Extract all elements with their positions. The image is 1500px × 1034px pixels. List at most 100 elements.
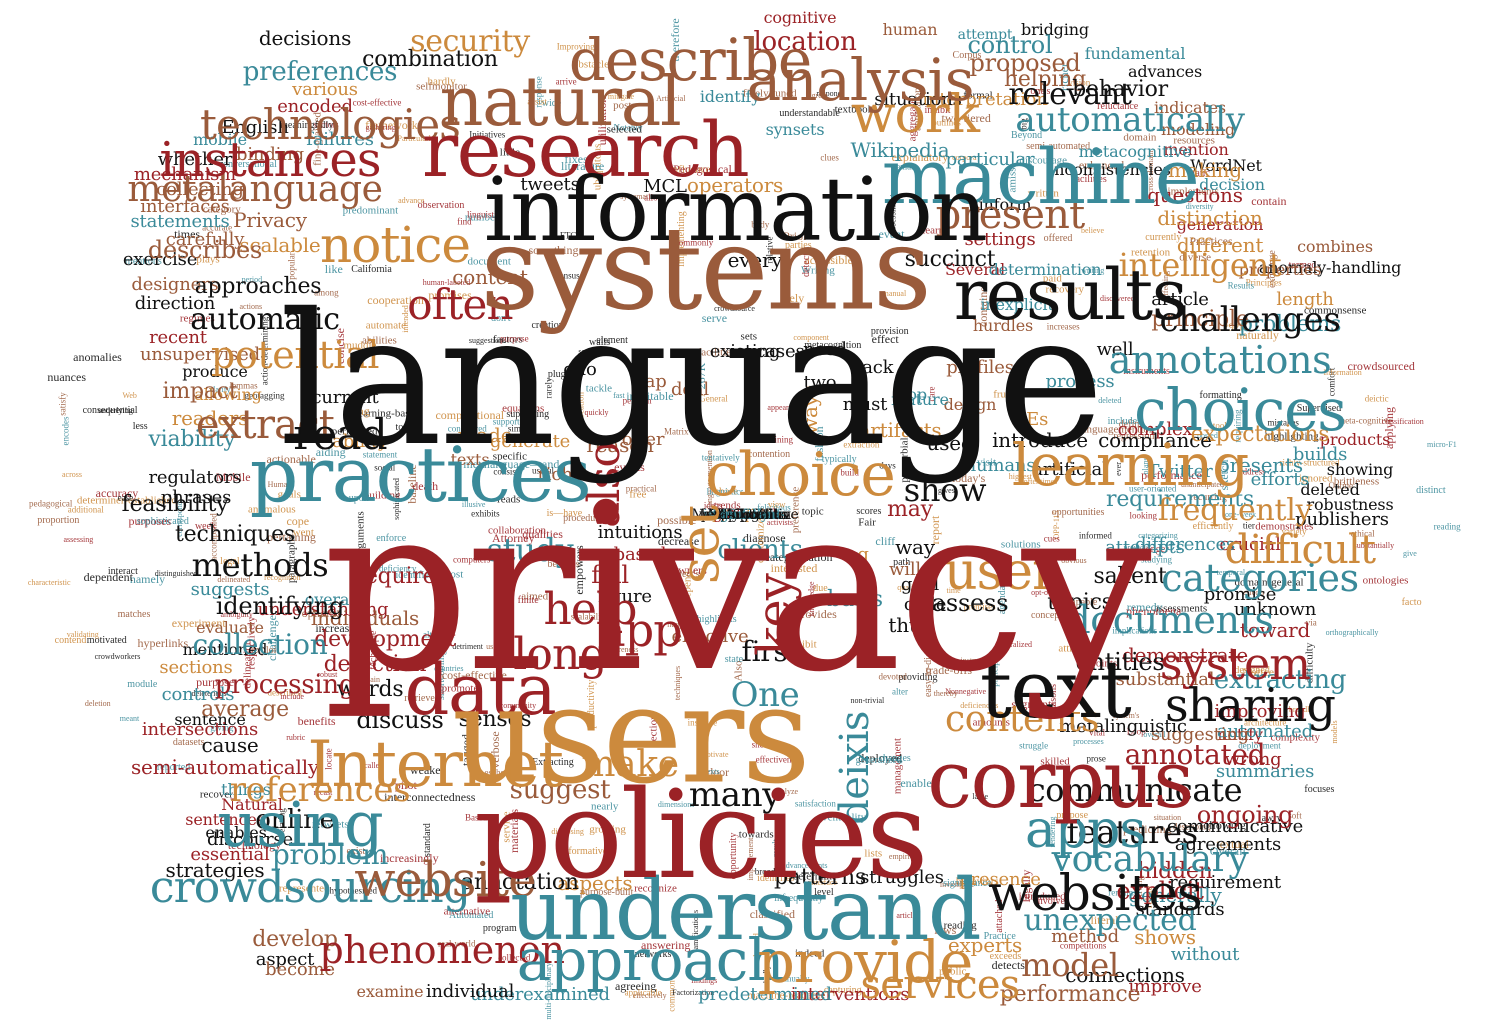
- cloud-small-word: diversity: [1185, 201, 1214, 211]
- cloud-small-word: dependent: [83, 570, 133, 585]
- cloud-word: attempts: [1105, 537, 1185, 558]
- cloud-small-word: recover: [199, 788, 233, 801]
- cloud-small-word: framework: [365, 117, 418, 132]
- cloud-small-word: sectors: [313, 119, 339, 130]
- cloud-word: viability: [148, 427, 236, 452]
- cloud-small-word: Results: [1227, 280, 1255, 291]
- cloud-word: notify: [1217, 725, 1263, 744]
- cloud-small-word: typically: [821, 454, 857, 466]
- cloud-word: presentation: [700, 507, 790, 523]
- cloud-word: instances: [159, 132, 381, 188]
- cloud-word: combines: [1297, 237, 1373, 256]
- cloud-word: MCL: [643, 176, 687, 197]
- cloud-word: senses: [458, 707, 532, 732]
- cloud-small-word: meaningfully: [280, 119, 334, 131]
- cloud-small-word: demonstrates: [1255, 520, 1314, 533]
- cloud-small-word: overall: [1143, 730, 1166, 740]
- cloud-small-word: assessments: [1154, 602, 1208, 615]
- cloud-small-word: systematic: [620, 191, 654, 201]
- cloud-word: attempt: [957, 27, 1013, 43]
- cloud-small-word: ontologies: [1362, 574, 1409, 586]
- cloud-small-word: machine-readable: [747, 989, 826, 1002]
- cloud-small-word: analyze: [773, 786, 799, 796]
- cloud-word: crowdsourcing: [149, 862, 471, 913]
- cloud-word: data: [404, 649, 557, 731]
- cloud-small-word: classified: [749, 907, 796, 921]
- cloud-small-word: vision: [1068, 77, 1091, 88]
- cloud-small-word: public: [938, 965, 967, 978]
- cloud-word: Twitter: [1147, 461, 1213, 482]
- cloud-small-word: cliff: [875, 534, 896, 548]
- cloud-word: show: [903, 471, 987, 509]
- cloud-small-word: lists: [864, 847, 883, 860]
- cloud-word: system: [1159, 639, 1311, 690]
- cloud-small-word: effectiveness: [755, 754, 803, 764]
- cloud-small-word: gives: [937, 485, 955, 495]
- cloud-word: identified: [711, 507, 779, 523]
- cloud-small-word: technology: [227, 838, 282, 853]
- cloud-word: every: [727, 248, 783, 272]
- cloud-word: products: [1319, 430, 1391, 449]
- cloud-word: distinction: [1157, 206, 1263, 230]
- cloud-word: failures: [306, 129, 374, 150]
- cloud-small-word: cooperation: [367, 292, 424, 307]
- cloud-word: interventions: [790, 984, 910, 1005]
- cloud-word: builds: [1292, 444, 1348, 465]
- cloud-word: evaluate: [196, 618, 264, 637]
- cloud-small-word: exceeds: [989, 951, 1022, 963]
- cloud-small-word: serve: [701, 311, 728, 325]
- cloud-word: wrong: [1224, 749, 1282, 770]
- cloud-small-word: sets: [740, 330, 758, 343]
- cloud-small-word: address: [1238, 466, 1266, 477]
- cloud-word: must: [842, 394, 888, 415]
- cloud-word: e.g: [841, 544, 869, 565]
- cloud-small-word: Web: [122, 390, 137, 400]
- cloud-small-word: nudge: [667, 619, 687, 629]
- cloud-word: quo: [563, 359, 597, 380]
- cloud-small-word: reading: [943, 919, 977, 932]
- cloud-word: succinct: [904, 247, 996, 272]
- cloud-word: things: [221, 780, 271, 799]
- cloud-small-word: interface: [809, 878, 837, 888]
- cloud-small-word: quickly: [584, 407, 609, 417]
- cloud-small-word: motivated: [86, 634, 127, 646]
- cloud-word: model: [1021, 946, 1119, 984]
- cloud-small-word: human-labeled: [422, 278, 471, 287]
- cloud-small-word: less: [132, 420, 148, 432]
- cloud-small-word: clarify: [209, 385, 231, 395]
- cloud-word: feasibility: [121, 492, 229, 517]
- cloud-word: phenomenon: [319, 928, 565, 972]
- cloud-small-word: weaker: [409, 763, 445, 778]
- cloud-small-word: exhibit: [786, 638, 817, 651]
- cloud-small-word: time: [946, 585, 961, 595]
- cloud-small-word: involve: [1035, 896, 1065, 908]
- cloud-word: aspects: [557, 871, 633, 895]
- cloud-small-word: walls: [589, 337, 611, 349]
- cloud-word: Natural: [221, 795, 283, 814]
- cloud-word: behavior: [1072, 77, 1168, 102]
- cloud-small-word: eschew: [484, 767, 512, 778]
- cloud-word: toward: [1239, 618, 1311, 642]
- cloud-small-word: tackle: [585, 382, 613, 395]
- cloud-word: found: [725, 507, 765, 523]
- cloud-word: readers: [171, 406, 249, 430]
- cloud-small-word: path: [893, 557, 911, 569]
- cloud-small-word: highlights: [696, 613, 737, 625]
- cloud-small-word: disclosing: [551, 826, 584, 836]
- cloud-small-word: period: [241, 274, 263, 284]
- cloud-word: direction: [134, 293, 216, 314]
- cloud-word: texts: [450, 450, 490, 469]
- cloud-word: policies: [473, 764, 929, 906]
- cloud-word: unsupervised: [140, 344, 260, 365]
- cloud-small-word: state: [724, 654, 744, 665]
- cloud-small-word: determine: [792, 870, 837, 883]
- cloud-word: performance: [999, 982, 1141, 1007]
- cloud-word: patterns: [773, 865, 867, 890]
- cloud-word: publishers: [1295, 509, 1389, 530]
- cloud-word: fundamental: [1084, 44, 1186, 63]
- cloud-word: automatic: [190, 302, 340, 337]
- cloud-small-word: community: [499, 700, 537, 710]
- cloud-small-word: one-week: [1225, 510, 1257, 520]
- cloud-small-word: todo: [395, 421, 414, 433]
- cloud-small-word: static: [1188, 168, 1210, 179]
